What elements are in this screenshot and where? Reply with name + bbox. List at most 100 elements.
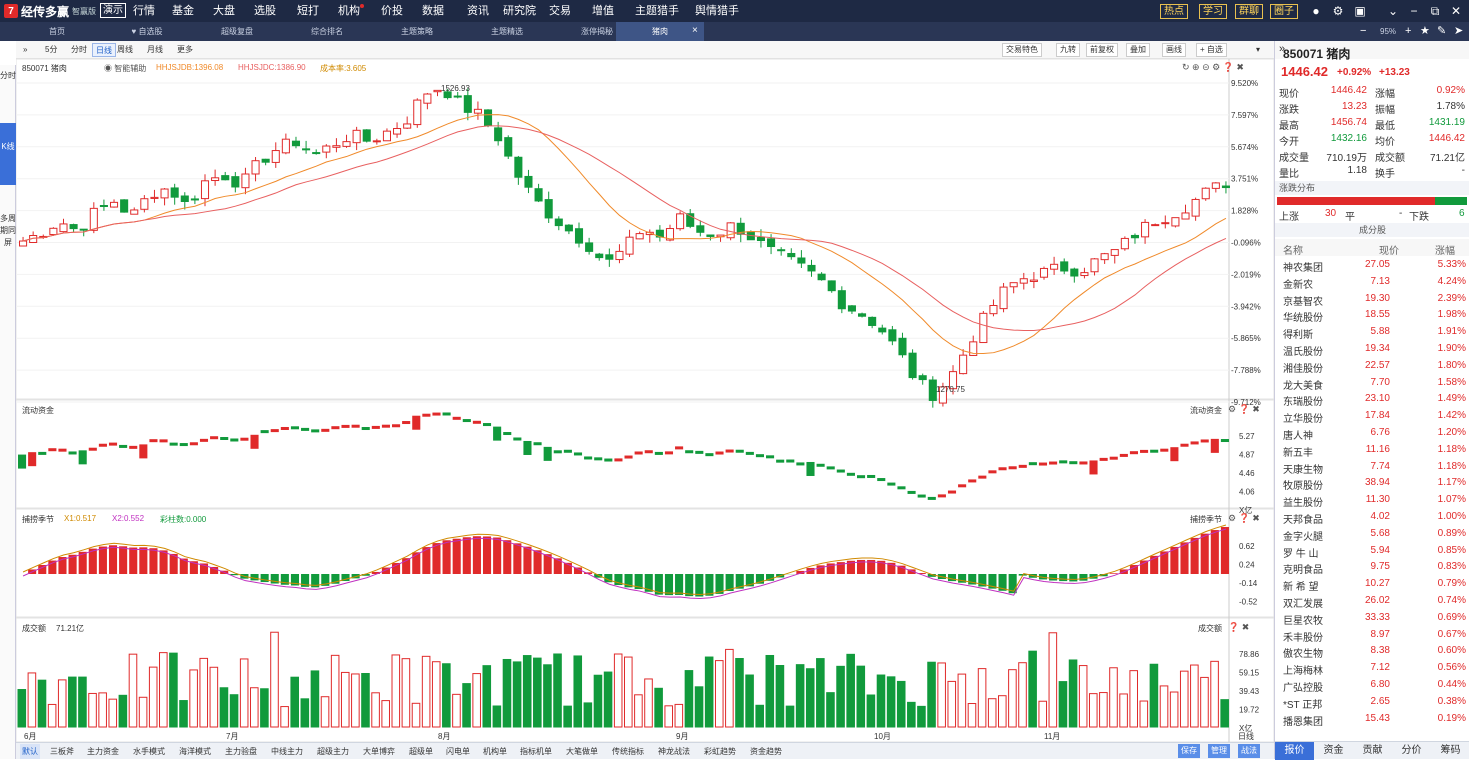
period-button-3[interactable]: 周线 bbox=[114, 43, 136, 57]
menu-item-5[interactable]: 机构 bbox=[338, 0, 364, 22]
mode-multi-period[interactable]: 多周期同屏 bbox=[0, 211, 16, 289]
toolbar-more-icon[interactable]: ▾ bbox=[1253, 43, 1263, 57]
volume-panel-controls[interactable]: ❓ ✖ bbox=[1228, 622, 1249, 633]
toolbar-right-button-2[interactable]: 前复权 bbox=[1086, 43, 1118, 57]
edit-icon[interactable]: ✎ bbox=[1437, 22, 1446, 41]
restore-icon[interactable]: ⧉ bbox=[1427, 3, 1443, 19]
period-button-1[interactable]: 分时 bbox=[68, 43, 90, 57]
tab-1[interactable]: ♥ 自选股 bbox=[104, 22, 190, 41]
col-price[interactable]: 现价 bbox=[1379, 242, 1399, 257]
col-name[interactable]: 名称 bbox=[1283, 242, 1303, 257]
expand-icon[interactable]: ➤ bbox=[1454, 22, 1463, 41]
indicator-tab-14[interactable]: 传统指标 bbox=[610, 744, 646, 759]
assist-toggle[interactable]: ◉ 智能辅助 bbox=[104, 63, 146, 74]
quote-tab-0[interactable]: 报价 bbox=[1275, 742, 1314, 760]
mode-kline[interactable]: K线 bbox=[0, 123, 16, 185]
toolbar-right-button-0[interactable]: 交易特色 bbox=[1002, 43, 1042, 57]
menu-item-12[interactable]: 主题猎手 bbox=[635, 0, 679, 22]
indicator-action-0[interactable]: 保存 bbox=[1178, 744, 1200, 758]
toolbar-right-button-3[interactable]: 叠加 bbox=[1126, 43, 1150, 57]
toolbar-right-button-5[interactable]: + 自选 bbox=[1196, 43, 1227, 57]
indicator-tab-3[interactable]: 水手模式 bbox=[131, 744, 167, 759]
period-button-2[interactable]: 日线 bbox=[92, 43, 116, 57]
tab-3[interactable]: 综合排名 bbox=[284, 22, 370, 41]
menu-item-10[interactable]: 交易 bbox=[549, 0, 571, 22]
menu-item-0[interactable]: 行情 bbox=[133, 0, 155, 22]
tab-2[interactable]: 超级复盘 bbox=[194, 22, 280, 41]
indicator-tab-0[interactable]: 默认 bbox=[20, 744, 40, 759]
toolbar-right-button-4[interactable]: 画线 bbox=[1162, 43, 1186, 57]
close-icon[interactable]: ✕ bbox=[1448, 3, 1464, 19]
menu-item-6[interactable]: 价投 bbox=[381, 0, 403, 22]
quote-tab-4[interactable]: 筹码 bbox=[1431, 742, 1469, 760]
chevron-down-icon[interactable]: ⌄ bbox=[1385, 3, 1401, 19]
indicator-tab-2[interactable]: 主力资金 bbox=[85, 744, 121, 759]
main-panel-controls[interactable]: ↻ ⊕ ⊝ ⚙ ❓ ✖ bbox=[1182, 62, 1244, 73]
gear-icon[interactable]: ⚙ bbox=[1330, 3, 1346, 19]
menu-item-7[interactable]: 数据 bbox=[422, 0, 444, 22]
top-right-button-1[interactable]: 学习 bbox=[1199, 4, 1227, 19]
indicator-tab-9[interactable]: 超级单 bbox=[407, 744, 435, 759]
chart-canvas[interactable]: 9.520%7.597%5.674%3.751%1.828%-0.096%-2.… bbox=[16, 59, 1274, 742]
quote-tab-1[interactable]: 资金 bbox=[1314, 742, 1353, 760]
indicator-tab-13[interactable]: 大笔做单 bbox=[564, 744, 600, 759]
star-icon[interactable]: ★ bbox=[1420, 22, 1430, 41]
menu-item-11[interactable]: 增值 bbox=[592, 0, 614, 22]
tab-4[interactable]: 主题策略 bbox=[374, 22, 460, 41]
indicator-tab-7[interactable]: 超级主力 bbox=[315, 744, 351, 759]
toolbar-right-button-1[interactable]: 九转 bbox=[1056, 43, 1080, 57]
menu-item-2[interactable]: 大盘 bbox=[213, 0, 235, 22]
indicator-tab-1[interactable]: 三板斧 bbox=[48, 744, 76, 759]
indicator-tab-17[interactable]: 资金趋势 bbox=[748, 744, 784, 759]
demo-badge[interactable]: 演示 bbox=[100, 3, 126, 18]
tab-0[interactable]: 首页 bbox=[14, 22, 100, 41]
indicator-action-1[interactable]: 管理 bbox=[1208, 744, 1230, 758]
tab-7[interactable]: 猪肉 bbox=[616, 22, 704, 41]
menu-item-8[interactable]: 资讯 bbox=[467, 0, 489, 22]
indicator-tab-5[interactable]: 主力验盘 bbox=[223, 744, 259, 759]
tab-close-icon[interactable]: × bbox=[692, 25, 698, 36]
season-panel-controls[interactable]: ⚙ ❓ ✖ bbox=[1228, 513, 1260, 524]
indicator-tab-4[interactable]: 海洋模式 bbox=[177, 744, 213, 759]
indicator-tab-12[interactable]: 指标机单 bbox=[518, 744, 554, 759]
period-button-0[interactable]: 5分 bbox=[42, 43, 60, 57]
menu-item-1[interactable]: 基金 bbox=[172, 0, 194, 22]
quote-tab-3[interactable]: 分价 bbox=[1392, 742, 1431, 760]
indicator-action-2[interactable]: 战法 bbox=[1238, 744, 1260, 758]
col-pct[interactable]: 涨幅 bbox=[1435, 242, 1455, 257]
quote-tab-2[interactable]: 贡献 bbox=[1353, 742, 1392, 760]
indicator-tab-8[interactable]: 大单博弈 bbox=[361, 744, 397, 759]
indicator-tab-10[interactable]: 闪电单 bbox=[444, 744, 472, 759]
menu-item-3[interactable]: 选股 bbox=[254, 0, 276, 22]
period-button-4[interactable]: 月线 bbox=[144, 43, 166, 57]
flow-panel-controls[interactable]: ⚙ ❓ ✖ bbox=[1228, 404, 1260, 415]
zoom-in-icon[interactable]: + bbox=[1405, 22, 1411, 41]
mode-timeshare[interactable]: 分时 bbox=[0, 67, 16, 97]
kline-chart-area[interactable]: 9.520%7.597%5.674%3.751%1.828%-0.096%-2.… bbox=[16, 59, 1274, 742]
window-icon[interactable]: ▣ bbox=[1352, 3, 1368, 19]
top-right-button-3[interactable]: 圈子 bbox=[1270, 4, 1298, 19]
